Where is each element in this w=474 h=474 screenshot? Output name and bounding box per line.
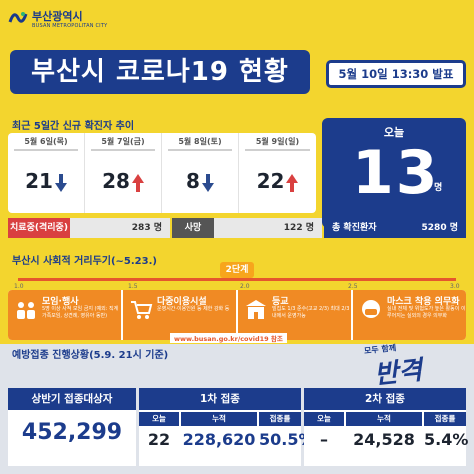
dose1-cell: 1차 접종 오늘 누적 접종률 22 228,620 50.5% [139,388,315,466]
day-card: 5월 8일(토) 8 [162,133,239,213]
website-link[interactable]: www.busan.go.kr/covid19 참조 [170,333,287,343]
org-sub: BUSAN METROPOLITAN CITY [32,23,108,29]
vaccine-title: 예방접종 진행상황(5.9. 21시 기준) [12,350,169,361]
dose2-cumulative: 24,528 [353,430,415,449]
page-title: 부산시 코로나19 현황 [10,50,310,94]
today-label: 오늘 [383,126,405,139]
day-value: 22 [239,169,316,193]
dose2-today: – [320,430,328,449]
total-stat: 총 확진환자 5280 명 [324,218,466,238]
mask-icon [362,300,380,318]
dose2-label: 2차 접종 [304,388,466,410]
dose1-rate: 50.5% [259,430,315,449]
day-value: 8 [162,169,238,193]
vaccine-table: 상반기 접종대상자 452,299 1차 접종 오늘 누적 접종률 22 228… [8,388,468,468]
day-card: 5월 7일(금) 28 [85,133,162,213]
dose1-cumulative: 228,620 [182,430,256,449]
rule-facilities: 다중이용시설 운영시간·이용인원 등 제한 강화 등 [123,290,237,340]
dose1-today: 22 [147,430,171,449]
scale-tick: 3.0 [450,283,460,290]
dose2-sub-rate: 접종률 [424,412,466,426]
treating-stat: 치료중(격리중) 283 명 [8,218,170,238]
target-cell: 상반기 접종대상자 452,299 [8,388,136,466]
dose2-rate: 5.4% [424,430,469,449]
death-label: 사망 [172,218,214,238]
day-label: 5월 8일(토) [178,137,222,146]
arrow-up-icon [131,173,144,192]
cart-icon [131,301,153,319]
today-unit: 명 [434,183,443,193]
distancing-title: 부산시 사회적 거리두기(~5.23.) [12,256,157,267]
status-bar: 치료중(격리중) 283 명 사망 122 명 총 확진환자 5280 명 [8,218,466,238]
scale-tick: 2.5 [348,283,358,290]
scale-tick: 1.0 [14,283,24,290]
people-icon [17,302,35,319]
day-value: 28 [85,169,161,193]
target-value: 452,299 [21,420,123,445]
arrow-down-icon [201,173,214,192]
arrow-up-icon [286,173,299,192]
day-label: 5월 9일(일) [255,137,300,146]
school-icon [246,300,266,319]
rule-mask: 마스크 착용 의무화 실내 전체 및 위험도가 높은 활동이 이루어지는 실외의… [353,290,466,340]
rule-school: 등교 밀집도 1/3 준수(고교 2/3) 최대 2/3 내에서 운영가능 [238,290,352,340]
rule-title: 다중이용시설 [157,297,207,307]
distancing-scale: 1.0 1.5 2.0 2.5 3.0 [8,266,466,290]
rules-panel: 모임·행사 5명 이상 사적 모임 금지 (예외: 직계가족모임, 상견례, 영… [8,290,466,340]
scale-tick: 1.5 [128,283,138,290]
dose2-cell: 2차 접종 오늘 누적 접종률 – 24,528 5.4% [304,388,469,466]
slogan: 모두 함께 반격 [356,342,468,390]
total-value: 5280 명 [421,223,458,233]
day-value: 21 [8,169,84,193]
dose1-label: 1차 접종 [139,388,301,410]
target-label: 상반기 접종대상자 [8,388,136,410]
scale-tick: 2.0 [240,283,250,290]
rule-title: 모임·행사 [42,297,79,307]
stage-badge: 2단계 [220,262,254,278]
today-card: 오늘 13 명 [322,118,466,228]
day-card: 5월 6일(목) 21 [8,133,85,213]
treating-label: 치료중(격리중) [8,218,70,238]
busan-logo: 부산광역시 BUSAN METROPOLITAN CITY [8,6,128,36]
rule-desc: 실내 전체 및 위험도가 높은 활동이 이루어지는 실외의 경우 의무화 [387,306,466,319]
rule-title: 등교 [272,297,289,307]
busan-logo-icon [8,12,28,23]
arrow-down-icon [54,173,67,192]
dose1-sub-cumulative: 누적 [181,412,257,426]
announce-date: 5월 10일 13:30 발표 [326,60,466,88]
trend-panel: 5월 6일(목) 21 5월 7일(금) 28 5월 8일(토) 8 5월 9일… [8,133,316,213]
day-label: 5월 6일(목) [24,137,68,146]
dose2-sub-cumulative: 누적 [346,412,422,426]
day-label: 5월 7일(금) [101,137,145,146]
slogan-big: 반격 [372,355,424,391]
death-stat: 사망 122 명 [172,218,322,238]
rule-desc: 밀집도 1/3 준수(고교 2/3) 최대 2/3 내에서 운영가능 [272,306,350,319]
rule-desc: 5명 이상 사적 모임 금지 (예외: 직계가족모임, 상견례, 영유아 동반) [42,306,119,319]
death-value: 122 명 [283,223,314,233]
dose1-sub-today: 오늘 [139,412,179,426]
rule-desc: 운영시간·이용인원 등 제한 강화 등 [157,306,230,312]
rule-title: 마스크 착용 의무화 [387,297,460,307]
dose1-sub-rate: 접종률 [259,412,301,426]
trend-title: 최근 5일간 신규 확진자 추이 [12,121,135,132]
dose2-sub-today: 오늘 [304,412,344,426]
treating-value: 283 명 [131,223,162,233]
rule-gathering: 모임·행사 5명 이상 사적 모임 금지 (예외: 직계가족모임, 상견례, 영… [8,290,122,340]
day-card: 5월 9일(일) 22 [239,133,316,213]
org-name: 부산광역시 [32,10,83,23]
total-label: 총 확진환자 [332,223,377,233]
today-value: 13 [352,138,440,208]
